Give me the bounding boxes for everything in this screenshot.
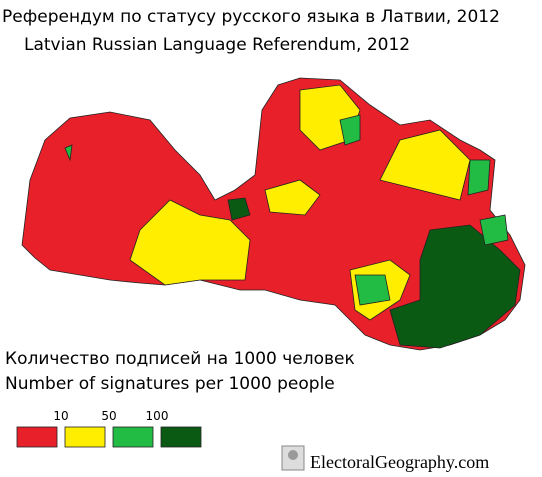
legend-swatch <box>160 426 202 448</box>
legend-tick: 50 <box>101 409 116 423</box>
watermark: ElectoralGeography.com <box>310 452 489 472</box>
region <box>129 199 251 286</box>
legend-swatch <box>64 426 106 448</box>
map <box>21 77 526 351</box>
legend-swatch <box>112 426 154 448</box>
legend-swatch <box>16 426 58 448</box>
region <box>379 129 471 201</box>
legend-title-ru: Количество подписей на 1000 человек <box>5 349 355 369</box>
region <box>64 144 73 162</box>
region <box>467 159 491 196</box>
title-en: Latvian Russian Language Referendum, 201… <box>24 35 410 55</box>
title-ru: Референдум по статусу русского языка в Л… <box>2 7 500 27</box>
region <box>479 214 509 246</box>
legend-tick: 10 <box>53 409 68 423</box>
region <box>389 224 521 349</box>
region <box>354 274 391 306</box>
region <box>264 179 321 216</box>
legend-title-en: Number of signatures per 1000 people <box>5 374 335 394</box>
watermark-icon <box>281 445 305 471</box>
legend-tick: 100 <box>146 409 169 423</box>
region <box>339 114 361 146</box>
legend: 10 50 100 <box>16 409 202 448</box>
region <box>227 197 251 221</box>
